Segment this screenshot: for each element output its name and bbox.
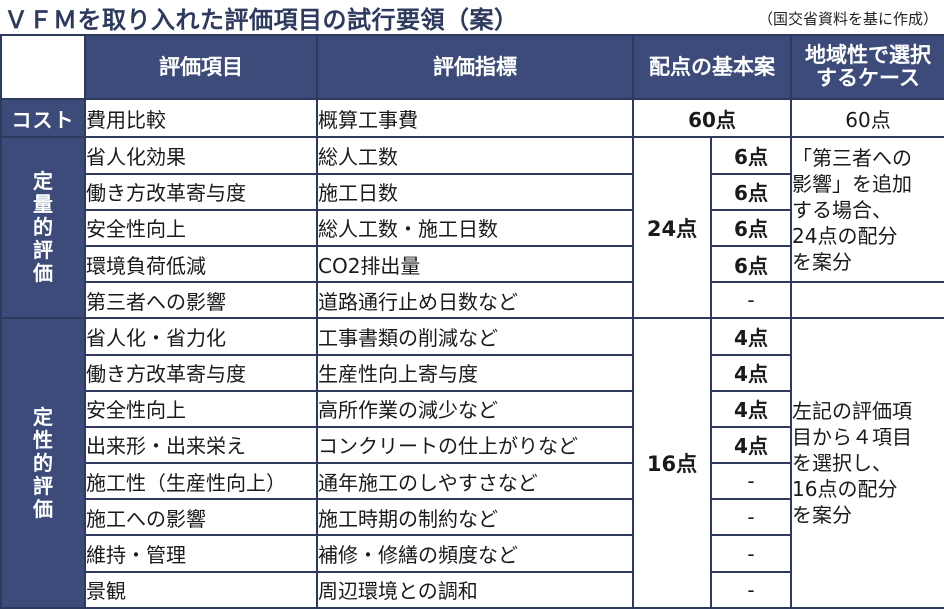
eval-indicator: 総人工数・施工日数 — [316, 208, 634, 247]
table-row: 安全性向上 高所作業の減少など 4点 — [1, 389, 944, 428]
eval-item: 安全性向上 — [84, 208, 318, 247]
header-regional-line2: するケース — [816, 66, 920, 91]
item-points: 4点 — [710, 389, 792, 428]
eval-indicator: 周辺環境との調和 — [316, 570, 634, 609]
eval-item: 第三者への影響 — [84, 281, 318, 320]
eval-indicator: 通年施工のしやすさなど — [316, 462, 634, 501]
header-indicator: 評価指標 — [316, 33, 634, 101]
table-row: 出来形・出来栄え コンクリートの仕上がりなど 4点 — [1, 425, 944, 465]
qualitative-regional-note: 左記の評価項 目から４項目 を選択し、 16点の配分 を案分 — [790, 317, 944, 609]
eval-indicator: CO2排出量 — [316, 244, 634, 284]
category-quantitative: 定 量 的 評 価 — [0, 136, 86, 320]
table-row: 安全性向上 総人工数・施工日数 6点 — [1, 208, 944, 247]
item-points: - — [710, 570, 792, 609]
eval-item: 働き方改革寄与度 — [84, 353, 318, 392]
item-points: 6点 — [710, 136, 792, 175]
title-bar: ＶＦＭを取り入れた評価項目の試行要領（案） （国交省資料を基に作成） — [0, 0, 944, 34]
table-row: 働き方改革寄与度 生産性向上寄与度 4点 — [1, 353, 944, 392]
item-points: - — [710, 498, 792, 537]
header-basic-points: 配点の基本案 — [632, 33, 792, 101]
header-regional: 地域性で選択 するケース — [790, 33, 944, 101]
item-points: 4点 — [710, 317, 792, 356]
eval-item: 景観 — [84, 570, 318, 609]
table-row: 維持・管理 補修・修繕の頻度など - — [1, 534, 944, 573]
eval-item: 施工性（生産性向上） — [84, 462, 318, 501]
cost-item: 費用比較 — [84, 98, 318, 139]
cost-regional-points: 60点 — [790, 98, 944, 139]
item-points: 4点 — [710, 425, 792, 465]
item-points: - — [710, 534, 792, 573]
category-cost: コスト — [0, 98, 86, 139]
quantitative-group-points: 24点 — [632, 136, 712, 320]
eval-indicator: コンクリートの仕上がりなど — [316, 425, 634, 465]
eval-item: 環境負荷低減 — [84, 244, 318, 284]
vfm-evaluation-table: 評価項目 評価指標 配点の基本案 地域性で選択 するケース コスト 費用比較 概… — [0, 33, 944, 609]
item-points: 4点 — [710, 353, 792, 392]
eval-item: 維持・管理 — [84, 534, 318, 573]
header-regional-line1: 地域性で選択 — [805, 42, 931, 67]
eval-indicator: 道路通行止め日数など — [316, 281, 634, 320]
eval-indicator: 総人工数 — [316, 136, 634, 175]
qualitative-group-points: 16点 — [632, 317, 712, 609]
category-qualitative: 定 性 的 評 価 — [0, 317, 86, 609]
cost-basic-points: 60点 — [632, 98, 792, 139]
header-corner — [0, 33, 86, 101]
source-note: （国交省資料を基に作成） — [757, 10, 938, 28]
eval-indicator: 施工時期の制約など — [316, 498, 634, 537]
table-row: 施工性（生産性向上） 通年施工のしやすさなど - — [1, 462, 944, 501]
table-row: 定 量 的 評 価 省人化効果 総人工数 24点 6点 「第三者への 影響」を追… — [0, 136, 944, 320]
table-row: 定 性 的 評 価 省人化・省力化 工事書類の削減など 16点 4点 左記の評価… — [0, 317, 944, 609]
eval-item: 働き方改革寄与度 — [84, 172, 318, 211]
item-points: - — [710, 462, 792, 501]
eval-indicator: 高所作業の減少など — [316, 389, 634, 428]
table-row: 施工への影響 施工時期の制約など - — [1, 498, 944, 537]
eval-item: 施工への影響 — [84, 498, 318, 537]
item-points: 6点 — [710, 172, 792, 211]
item-points: - — [710, 281, 792, 320]
table-row: 第三者への影響 道路通行止め日数など - — [1, 281, 944, 320]
eval-item: 省人化効果 — [84, 136, 318, 175]
eval-indicator: 補修・修繕の頻度など — [316, 534, 634, 573]
table-row: 働き方改革寄与度 施工日数 6点 — [1, 172, 944, 211]
table-row: 環境負荷低減 CO2排出量 6点 — [1, 244, 944, 284]
header-item: 評価項目 — [84, 33, 318, 101]
eval-item: 省人化・省力化 — [84, 317, 318, 356]
item-points: 6点 — [710, 244, 792, 284]
header-row: 評価項目 評価指標 配点の基本案 地域性で選択 するケース — [0, 33, 944, 101]
eval-indicator: 生産性向上寄与度 — [316, 353, 634, 392]
eval-item: 出来形・出来栄え — [84, 425, 318, 465]
table-row: 景観 周辺環境との調和 - — [1, 570, 944, 609]
item-points: 6点 — [710, 208, 792, 247]
eval-item: 安全性向上 — [84, 389, 318, 428]
regional-blank — [790, 281, 944, 320]
eval-indicator: 工事書類の削減など — [316, 317, 634, 356]
cost-row: コスト 費用比較 概算工事費 60点 60点 — [0, 98, 944, 139]
page-title: ＶＦＭを取り入れた評価項目の試行要領（案） — [4, 6, 519, 34]
cost-indicator: 概算工事費 — [316, 98, 634, 139]
eval-indicator: 施工日数 — [316, 172, 634, 211]
quantitative-regional-note: 「第三者への 影響」を追加 する場合、 24点の配分 を案分 — [790, 136, 944, 284]
